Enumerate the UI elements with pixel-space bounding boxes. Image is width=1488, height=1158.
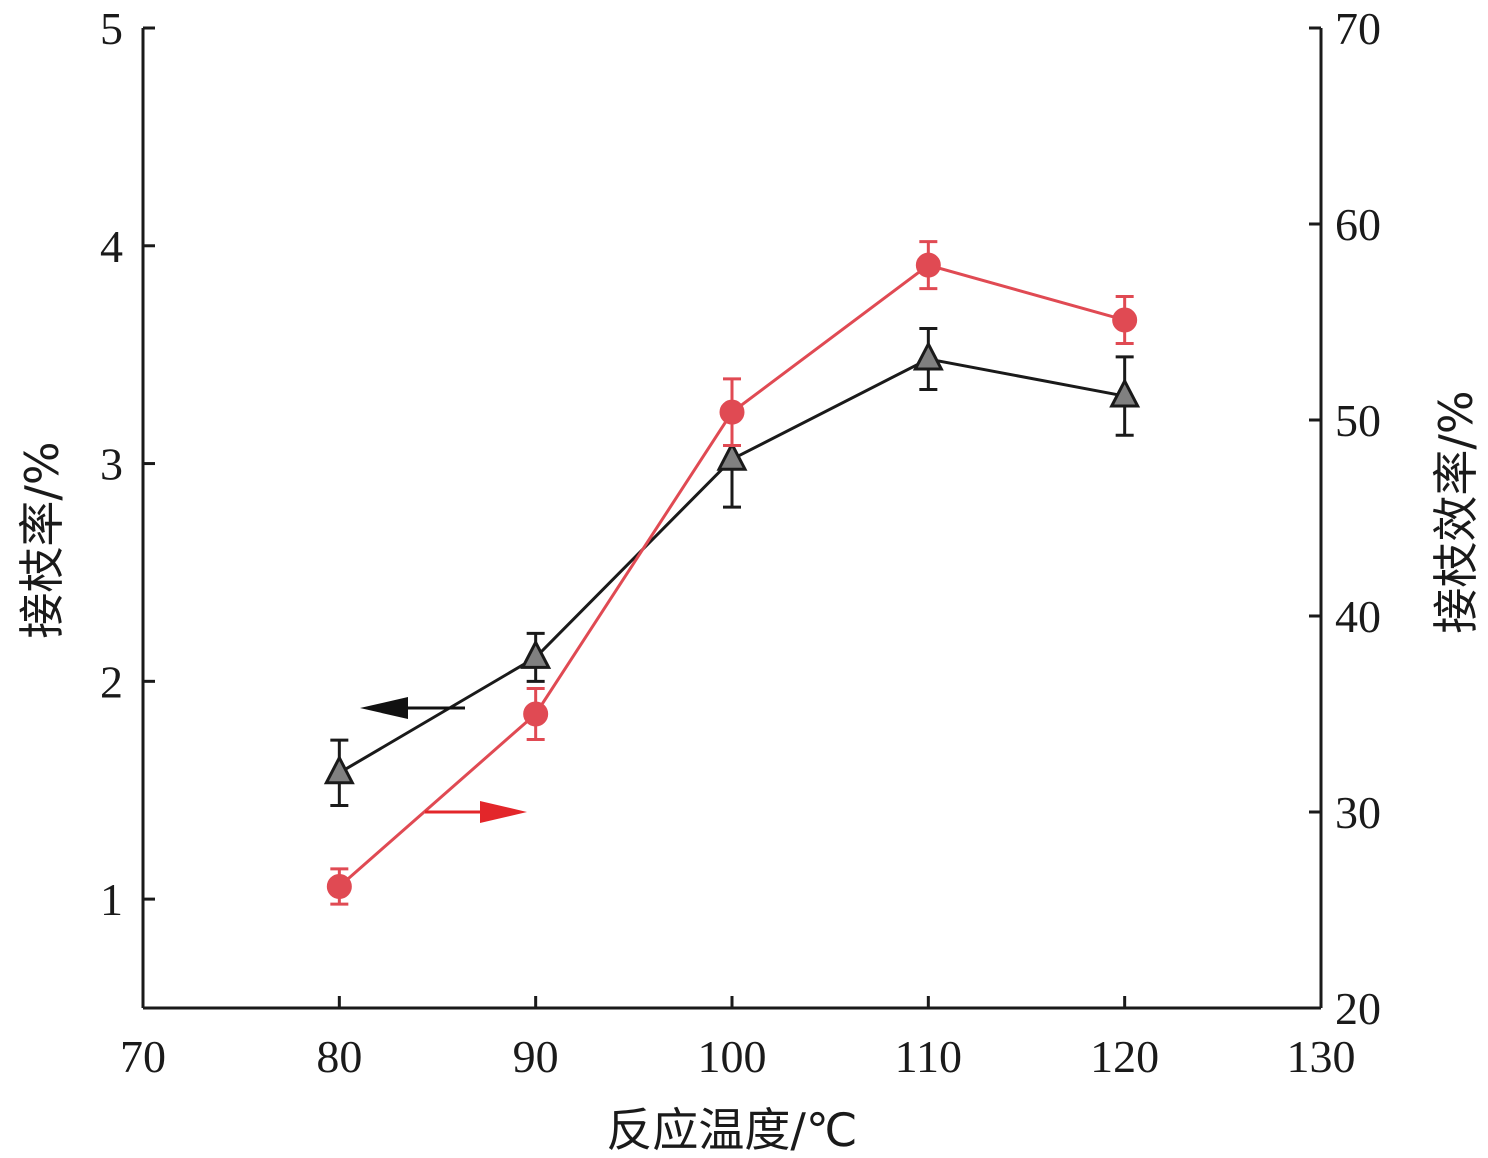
left-axis-arrow-head	[360, 697, 408, 719]
x-tick-label: 80	[316, 1031, 362, 1082]
x-axis-title: 反应温度/℃	[606, 1103, 857, 1157]
x-tick-label: 70	[120, 1031, 166, 1082]
x-tick-label: 130	[1287, 1031, 1356, 1082]
data-point	[520, 639, 552, 669]
axis-indicator-arrows	[360, 697, 527, 823]
y-right-tick-label: 40	[1335, 591, 1381, 642]
y-right-axis-title: 接枝效率/%	[1429, 390, 1483, 633]
y-left-axis-title: 接枝率/%	[15, 441, 69, 638]
y-left-tick-label: 5	[100, 3, 123, 54]
right-axis-arrow-head	[480, 801, 527, 823]
data-point	[915, 252, 941, 278]
data-point	[1109, 377, 1141, 408]
x-tick-label: 90	[513, 1031, 559, 1082]
data-point	[326, 873, 352, 899]
series-triangle	[323, 327, 1141, 807]
y-left-tick-label: 2	[100, 656, 123, 707]
y-left-tick-label: 3	[100, 439, 123, 490]
data-point	[523, 701, 549, 727]
y-right-tick-label: 20	[1335, 983, 1381, 1034]
y-left-tick-label: 4	[100, 221, 123, 272]
data-point	[716, 440, 748, 471]
y-right-tick-label: 30	[1335, 787, 1381, 838]
data-point	[912, 340, 944, 371]
data-point	[1112, 307, 1138, 333]
x-tick-label: 100	[698, 1031, 767, 1082]
series-layer	[323, 240, 1141, 906]
series-circle	[326, 240, 1138, 906]
data-point	[719, 399, 745, 425]
axis-ticks: 70 80 90 100 110 120 130 1 2 3 4 5 20 30 40 50 60 70	[100, 3, 1381, 1082]
x-tick-label: 110	[895, 1031, 962, 1082]
y-left-tick-label: 1	[100, 874, 123, 925]
y-right-tick-label: 60	[1335, 199, 1381, 250]
y-right-tick-label: 50	[1335, 395, 1381, 446]
y-right-tick-label: 70	[1335, 3, 1381, 54]
x-tick-label: 120	[1090, 1031, 1159, 1082]
data-point	[323, 754, 355, 785]
series-line	[338, 263, 1126, 888]
plot-frame	[141, 28, 1323, 1010]
